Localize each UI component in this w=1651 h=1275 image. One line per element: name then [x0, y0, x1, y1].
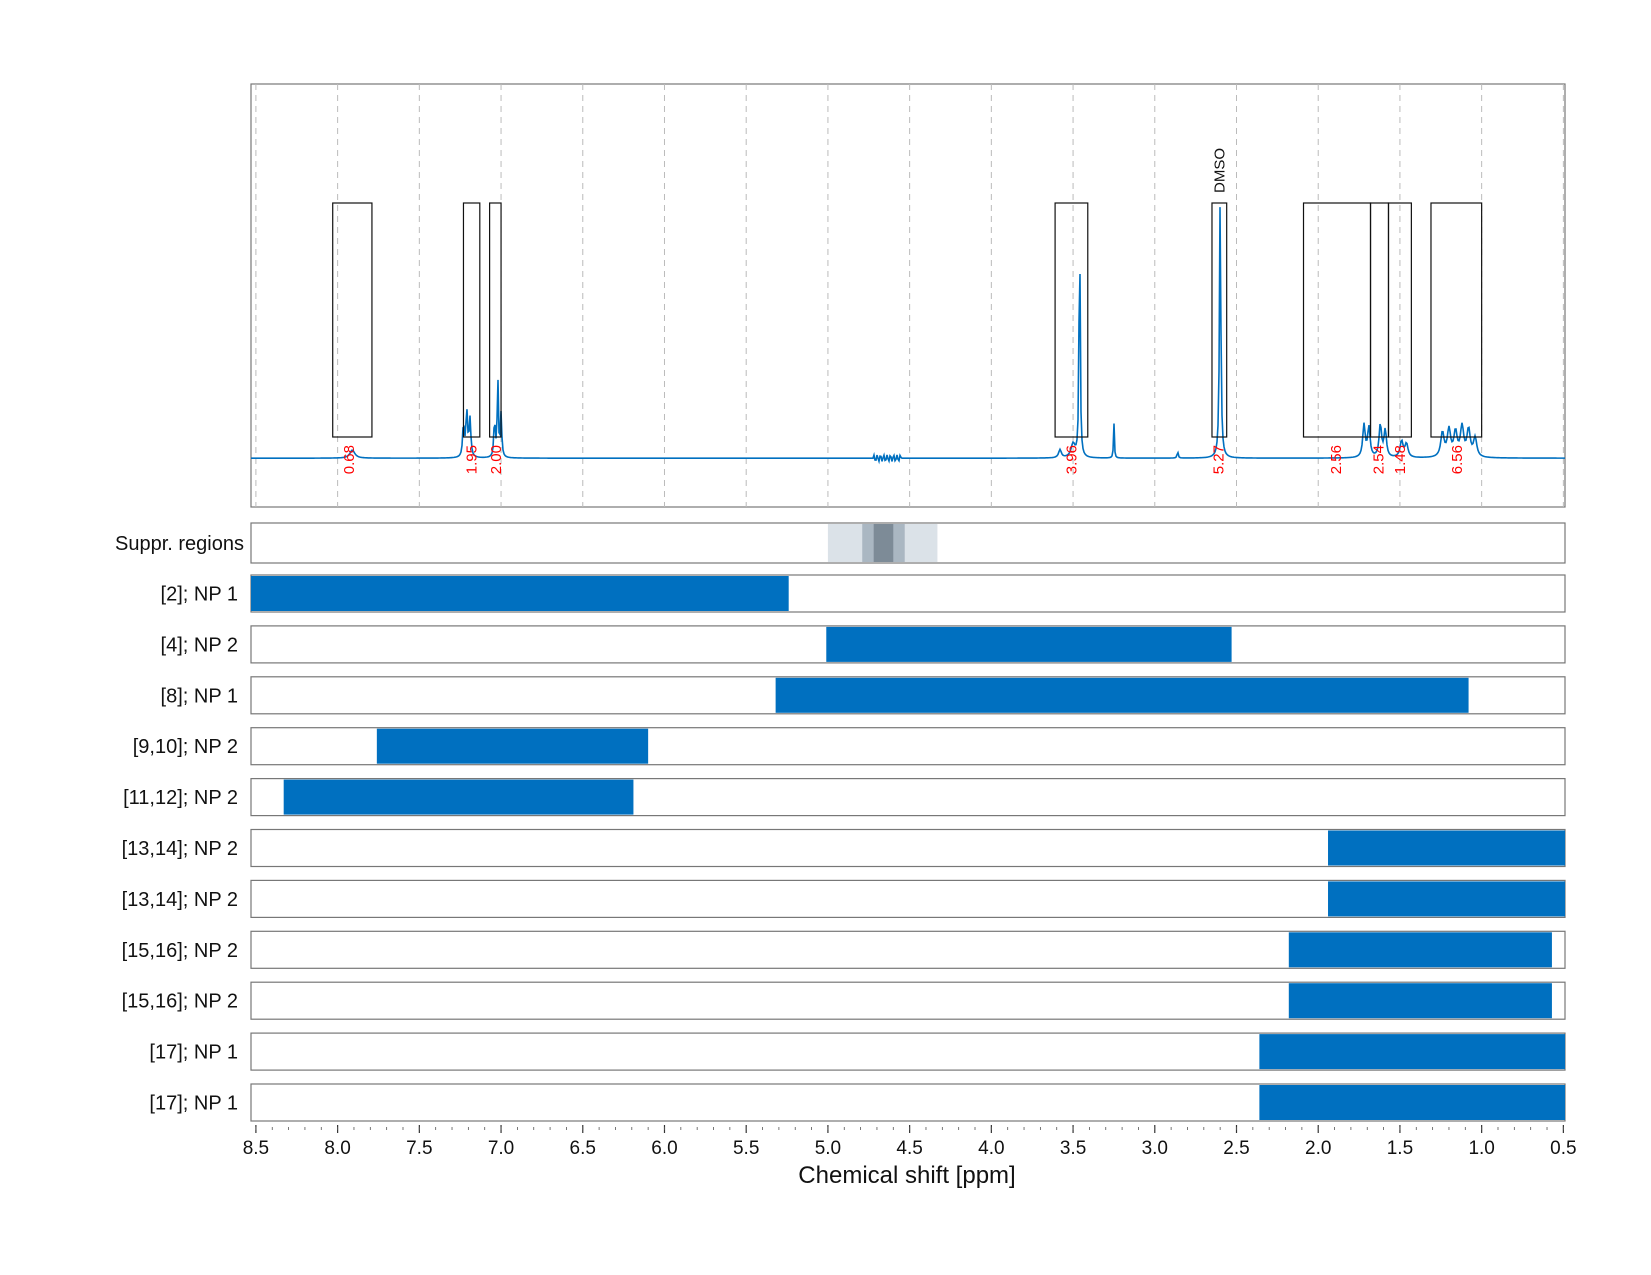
range-bar-5	[1328, 830, 1565, 866]
x-tick-label-10: 3.5	[1060, 1138, 1086, 1159]
integral-label-2: 2.00	[488, 445, 505, 474]
integral-region-8	[1430, 202, 1483, 438]
suppression-label: Suppr. regions	[115, 533, 244, 555]
integral-region-4	[1211, 202, 1228, 438]
range-label-10: [17]; NP 1	[149, 1093, 238, 1115]
integral-label-1: 1.95	[464, 445, 481, 474]
suppression-regions-panel: Suppr. regions	[115, 522, 1566, 564]
range-label-7: [15,16]; NP 2	[122, 940, 238, 962]
range-label-3: [9,10]; NP 2	[133, 736, 238, 758]
range-label-6: [13,14]; NP 2	[122, 889, 238, 911]
integral-label-7: 1.48	[1392, 445, 1409, 474]
x-tick-label-8: 4.5	[896, 1138, 922, 1159]
x-tick-label-16: 0.5	[1550, 1138, 1576, 1159]
range-label-1: [4]; NP 2	[161, 634, 238, 656]
range-bar-9	[1259, 1034, 1565, 1070]
x-tick-label-1: 8.0	[324, 1138, 350, 1159]
x-axis: 8.5 8.0 7.5 7.0 6.5 6.0 5.5 5.0 4.5 4.0 3.5 3.0 2.5 2…	[243, 1125, 1577, 1159]
x-tick-label-4: 6.5	[570, 1138, 596, 1159]
range-label-4: [11,12]; NP 2	[123, 787, 238, 809]
range-bar-2	[775, 677, 1469, 713]
x-tick-label-3: 7.0	[488, 1138, 514, 1159]
range-bar-1	[826, 626, 1232, 662]
integral-label-5: 2.56	[1328, 445, 1345, 474]
range-bar-8	[1288, 983, 1552, 1019]
x-tick-label-2: 7.5	[406, 1138, 432, 1159]
x-tick-label-13: 2.0	[1305, 1138, 1331, 1159]
x-tick-label-9: 4.0	[978, 1138, 1004, 1159]
x-tick-label-14: 1.5	[1387, 1138, 1413, 1159]
integral-region-2	[489, 202, 502, 438]
range-bar-7	[1288, 932, 1552, 968]
spectrum-panel: 0.68 1.95 2.00 3.96 5.27 2.56 2.54 1.48 6.56 DMSO	[250, 83, 1566, 508]
range-bar-4	[283, 779, 634, 815]
x-tick-label-12: 2.5	[1223, 1138, 1249, 1159]
suppression-band-2	[873, 524, 894, 562]
range-label-5: [13,14]; NP 2	[122, 838, 238, 860]
spectrum-frame	[250, 83, 1566, 508]
x-tick-label-7: 5.0	[815, 1138, 841, 1159]
integral-label-3: 3.96	[1063, 445, 1080, 474]
range-bar-6	[1328, 881, 1565, 917]
range-label-2: [8]; NP 1	[161, 685, 238, 707]
range-label-8: [15,16]; NP 2	[122, 991, 238, 1013]
integral-label-8: 6.56	[1449, 445, 1466, 474]
range-label-9: [17]; NP 1	[149, 1042, 238, 1064]
integral-label-4: 5.27	[1211, 445, 1228, 474]
integral-label-0: 0.68	[341, 445, 358, 474]
x-tick-label-5: 6.0	[651, 1138, 677, 1159]
x-tick-label-11: 3.0	[1142, 1138, 1168, 1159]
integral-region-1	[462, 202, 481, 438]
integral-region-0	[332, 202, 373, 438]
x-tick-label-15: 1.0	[1468, 1138, 1494, 1159]
spectrum-trace	[251, 207, 1566, 465]
range-bars-panel: [2]; NP 1 [4]; NP 2 [8]; NP 1 [9,10]; NP 2 […	[122, 574, 1566, 1122]
x-tick-label-0: 8.5	[243, 1138, 269, 1159]
x-tick-label-6: 5.5	[733, 1138, 759, 1159]
range-bar-3	[376, 728, 649, 764]
range-bar-0	[251, 576, 789, 611]
integral-region-7	[1387, 202, 1412, 438]
range-bar-10	[1259, 1085, 1565, 1120]
x-axis-label: Chemical shift [ppm]	[798, 1162, 1015, 1189]
integral-region-3	[1054, 202, 1089, 438]
integral-label-6: 2.54	[1371, 445, 1388, 474]
range-label-0: [2]; NP 1	[161, 584, 238, 606]
dmso-annotation: DMSO	[1212, 148, 1229, 193]
